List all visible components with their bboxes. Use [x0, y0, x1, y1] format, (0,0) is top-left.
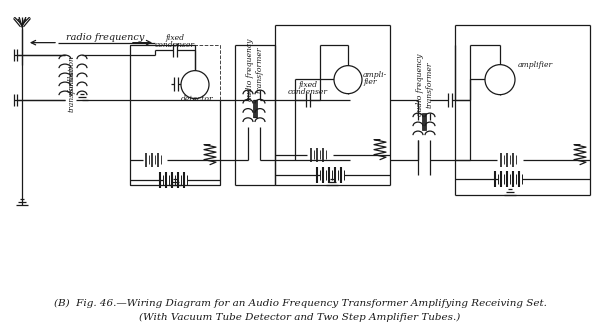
Circle shape [334, 66, 362, 94]
Text: fixed: fixed [166, 34, 185, 42]
Bar [253, 100, 257, 117]
Text: condenser: condenser [155, 41, 195, 49]
Text: transformer: transformer [68, 66, 76, 112]
Text: transformer: transformer [426, 61, 434, 108]
Text: detector: detector [181, 95, 214, 103]
Text: condenser: condenser [288, 88, 328, 96]
Bar [422, 113, 426, 130]
Text: audio frequency: audio frequency [246, 38, 254, 101]
Text: transformer: transformer [256, 46, 264, 93]
Text: oscillation: oscillation [68, 55, 76, 95]
Circle shape [181, 71, 209, 99]
Text: audio frequency: audio frequency [416, 53, 424, 116]
Text: radio frequency: radio frequency [66, 33, 144, 42]
Text: fixed: fixed [299, 81, 317, 89]
Circle shape [485, 65, 515, 95]
Text: ampli-: ampli- [363, 71, 387, 79]
Text: (B)  Fig. 46.—Wiring Diagram for an Audio Frequency Transformer Amplifying Recei: (B) Fig. 46.—Wiring Diagram for an Audio… [53, 299, 547, 308]
Text: amplifier: amplifier [518, 61, 553, 69]
Text: fier: fier [363, 78, 377, 86]
Text: (With Vacuum Tube Detector and Two Step Amplifier Tubes.): (With Vacuum Tube Detector and Two Step … [139, 312, 461, 322]
